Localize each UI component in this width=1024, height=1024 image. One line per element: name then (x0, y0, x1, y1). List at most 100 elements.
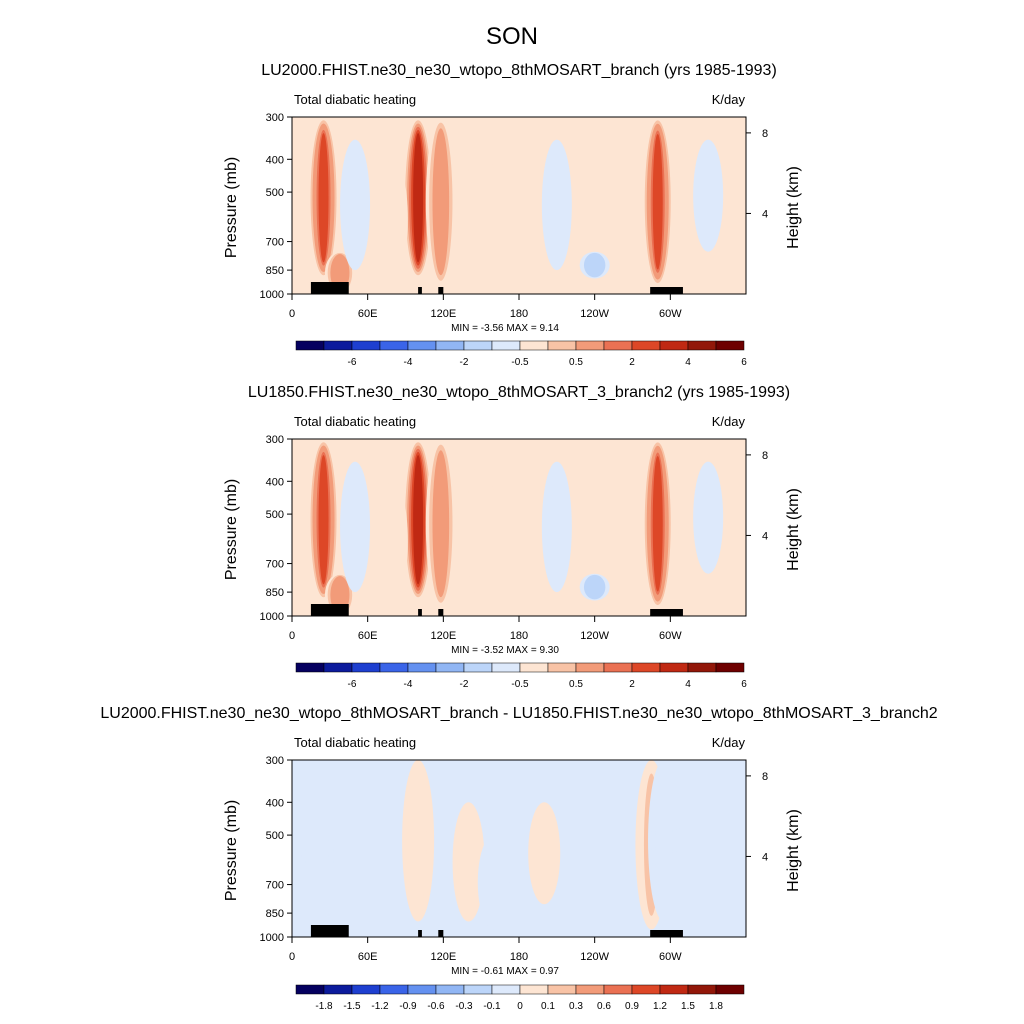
colorbar-box (575, 340, 605, 351)
y-right-tick-label: 4 (762, 851, 768, 863)
colorbar-label: 1.2 (653, 1001, 667, 1012)
contour-fill (652, 133, 663, 270)
x-tick-label: 60E (358, 630, 378, 642)
topography-mask (418, 287, 422, 294)
x-tick-label: 120E (430, 308, 456, 320)
y-tick-label: 300 (266, 112, 284, 124)
topography-mask (310, 604, 349, 616)
colorbar-label: 0.9 (625, 1001, 639, 1012)
panel-title: LU2000.FHIST.ne30_ne30_wtopo_8thMOSART_b… (100, 705, 937, 722)
contour-fill (693, 139, 724, 252)
colorbar-box (715, 662, 745, 673)
colorbar-label: 4 (685, 357, 691, 368)
colorbar-box (407, 340, 437, 351)
colorbar-label: -0.9 (399, 1001, 417, 1012)
colorbar-box (575, 662, 605, 673)
contour-fill (413, 133, 424, 263)
colorbar-box (351, 662, 381, 673)
y-tick-label: 850 (266, 265, 284, 277)
x-tick-label: 180 (510, 951, 528, 963)
x-tick-label: 60W (659, 308, 682, 320)
colorbar-box (603, 340, 633, 351)
colorbar-label: -4 (404, 357, 413, 368)
y-right-axis-label: Height (km) (785, 809, 802, 892)
x-tick-label: 60W (659, 630, 682, 642)
colorbar-box (519, 984, 549, 995)
colorbar-box (323, 662, 353, 673)
y-tick-label: 300 (266, 755, 284, 767)
x-tick-label: 120W (580, 308, 609, 320)
colorbar-box (603, 984, 633, 995)
contour-fill (409, 770, 428, 911)
y-right-tick-label: 4 (762, 530, 768, 542)
x-tick-label: 180 (510, 308, 528, 320)
colorbar-box (407, 984, 437, 995)
colorbar-box (519, 340, 549, 351)
colorbar-box (631, 662, 661, 673)
colorbar-box (463, 662, 493, 673)
contour-fill (377, 481, 408, 601)
min-max-stats: MIN = -0.61 MAX = 0.97 (451, 966, 559, 977)
figure-title: SON (486, 23, 538, 50)
y-tick-label: 1000 (260, 289, 284, 301)
contour-fill (457, 807, 480, 917)
y-axis-label: Pressure (mb) (223, 800, 240, 901)
colorbar-label: 2 (629, 679, 635, 690)
y-tick-label: 700 (266, 559, 284, 571)
colorbar-box (715, 984, 745, 995)
topography-mask (418, 930, 422, 937)
x-tick-label: 120W (580, 630, 609, 642)
colorbar-label: 0.5 (569, 357, 583, 368)
colorbar-box (295, 340, 325, 351)
colorbar-box (351, 340, 381, 351)
x-tick-label: 60E (358, 951, 378, 963)
contour-fill (655, 770, 673, 911)
colorbar-label: -6 (348, 679, 357, 690)
y-tick-label: 500 (266, 509, 284, 521)
y-tick-label: 1000 (260, 932, 284, 944)
y-right-axis-label: Height (km) (785, 166, 802, 249)
colorbar-label: -0.3 (455, 1001, 473, 1012)
colorbar-box (547, 984, 577, 995)
y-tick-label: 300 (266, 434, 284, 446)
colorbar-label: 0.1 (541, 1001, 555, 1012)
colorbar-label: 1.8 (709, 1001, 723, 1012)
contour-fill (432, 128, 450, 276)
y-tick-label: 400 (266, 154, 284, 166)
colorbar-label: 0.6 (597, 1001, 611, 1012)
colorbar-label: -2 (460, 357, 469, 368)
y-right-tick-label: 8 (762, 450, 768, 462)
right-string: K/day (712, 735, 746, 750)
panels: LU2000.FHIST.ne30_ne30_wtopo_8thMOSART_b… (100, 62, 937, 1012)
left-string: Total diabatic heating (294, 92, 416, 107)
colorbar-label: -1.5 (343, 1001, 361, 1012)
colorbar-label: -1.2 (371, 1001, 389, 1012)
y-right-tick-label: 8 (762, 771, 768, 783)
colorbar-box (295, 662, 325, 673)
x-tick-label: 0 (289, 951, 295, 963)
x-tick-label: 120E (430, 951, 456, 963)
colorbar-label: -2 (460, 679, 469, 690)
colorbar-box (463, 984, 493, 995)
topography-mask (310, 925, 349, 937)
y-tick-label: 700 (266, 237, 284, 249)
colorbar-box (379, 984, 409, 995)
panel-2: LU1850.FHIST.ne30_ne30_wtopo_8thMOSART_3… (223, 384, 802, 690)
min-max-stats: MIN = -3.56 MAX = 9.14 (451, 323, 559, 334)
contour-fill (377, 159, 408, 279)
colorbar-label: -0.5 (511, 357, 529, 368)
colorbar-box (491, 984, 521, 995)
colorbar-label: 0.3 (569, 1001, 583, 1012)
colorbar-box (435, 984, 465, 995)
colorbar-box (715, 340, 745, 351)
colorbar-box (659, 340, 689, 351)
colorbar-box (407, 662, 437, 673)
colorbar-label: -6 (348, 357, 357, 368)
field (308, 439, 724, 616)
y-tick-label: 850 (266, 587, 284, 599)
colorbar-box (519, 662, 549, 673)
colorbar-label: 2 (629, 357, 635, 368)
colorbar-box (631, 340, 661, 351)
y-right-tick-label: 8 (762, 128, 768, 140)
